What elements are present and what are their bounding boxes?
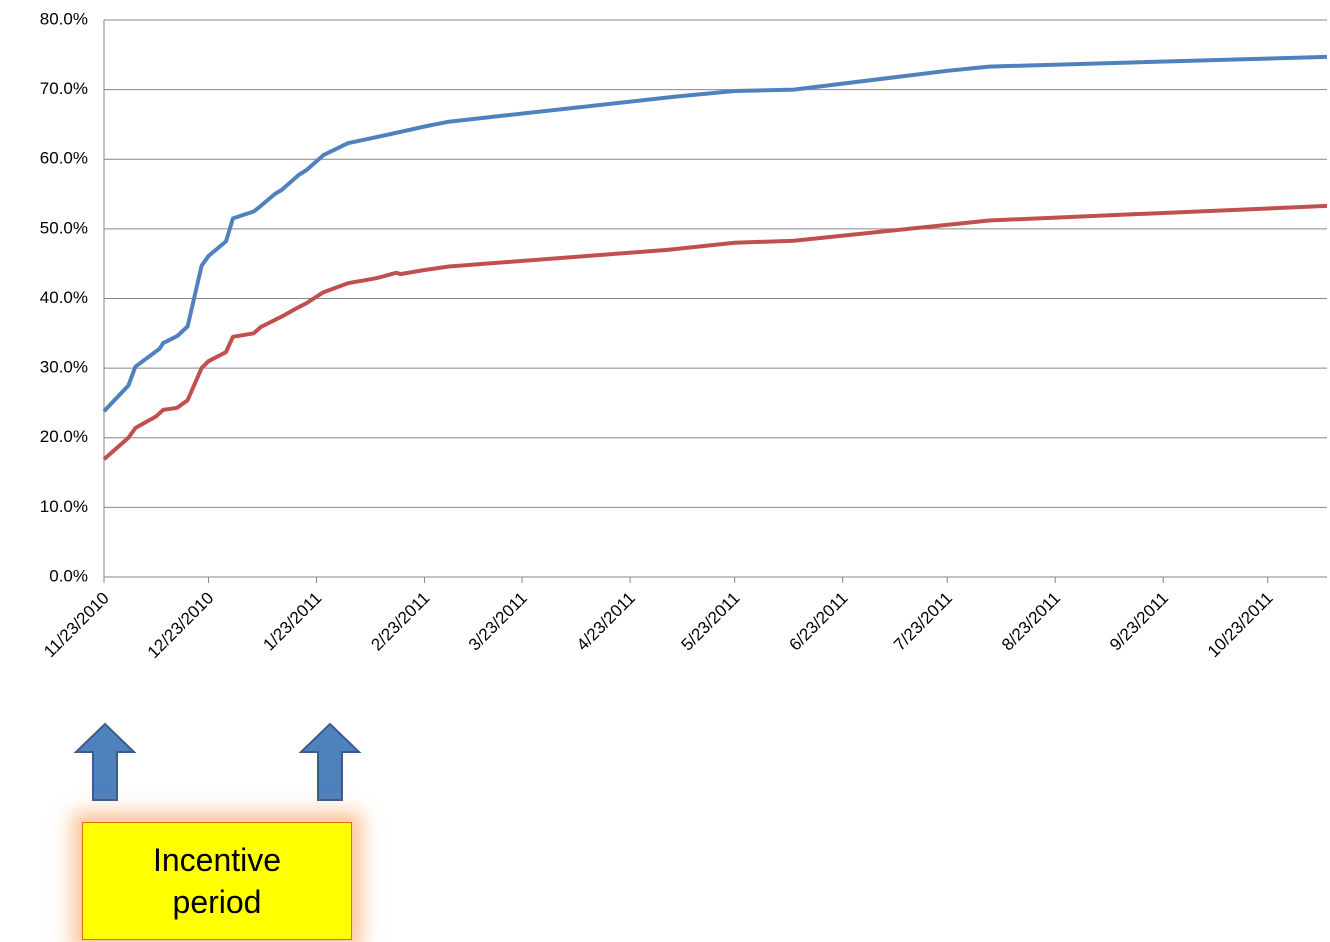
x-tick-label: 1/23/2011 — [259, 588, 325, 654]
series-line — [102, 54, 1328, 413]
annotation: Incentive period — [82, 822, 352, 940]
series-line — [102, 203, 1328, 461]
y-tick-label: 40.0% — [40, 288, 88, 307]
arrow — [73, 722, 137, 801]
y-tick-label: 60.0% — [40, 149, 88, 168]
x-tick-label: 3/23/2011 — [465, 588, 531, 654]
arrows — [73, 722, 362, 801]
y-tick-label: 50.0% — [40, 218, 88, 237]
x-tick-label: 2/23/2011 — [367, 588, 433, 654]
arrow — [298, 722, 362, 801]
y-tick-label: 70.0% — [40, 79, 88, 98]
x-tick-label: 7/23/2011 — [890, 588, 956, 654]
x-tick-label: 12/23/2010 — [144, 588, 218, 662]
x-tick-label: 4/23/2011 — [573, 588, 639, 654]
x-tick-label: 9/23/2011 — [1106, 588, 1172, 654]
x-tick-label: 5/23/2011 — [677, 588, 743, 654]
x-tick-label: 11/23/2010 — [40, 588, 113, 661]
x-tick-label: 8/23/2011 — [998, 588, 1064, 654]
y-tick-label: 30.0% — [40, 358, 88, 377]
y-tick-label: 20.0% — [40, 427, 88, 446]
y-tick-label: 80.0% — [40, 9, 88, 28]
y-tick-label: 10.0% — [40, 497, 88, 516]
y-tick-label: 0.0% — [49, 566, 88, 585]
x-tick-label: 6/23/2011 — [785, 588, 851, 654]
x-tick-label: 10/23/2011 — [1204, 588, 1277, 661]
